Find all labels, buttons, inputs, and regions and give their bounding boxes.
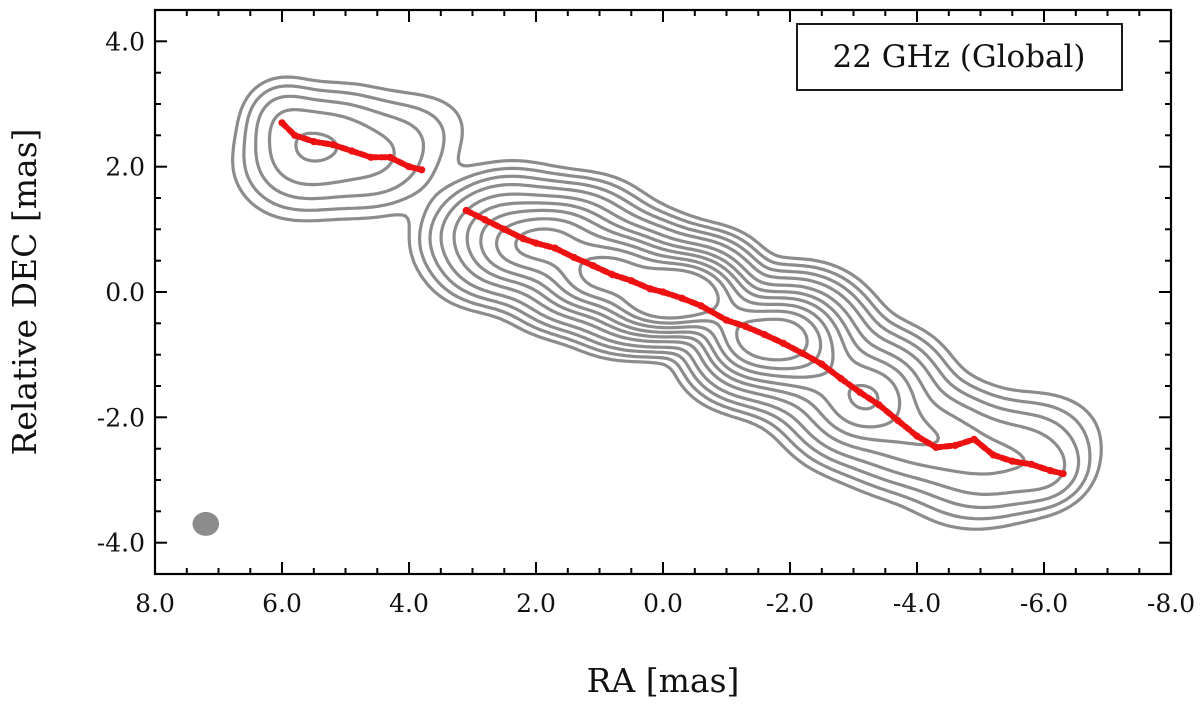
contour-level-3 — [254, 94, 1081, 510]
legend-box: 22 GHz (Global) — [796, 23, 1123, 91]
contour-level-5 — [294, 131, 1026, 476]
contour-level-4 — [267, 108, 1067, 496]
contour-level-1 — [231, 75, 1103, 531]
contour-level-8 — [495, 217, 880, 411]
x-tick-label: -4.0 — [893, 589, 941, 618]
x-tick-label: -8.0 — [1147, 589, 1195, 618]
y-tick-label: 2.0 — [105, 153, 145, 182]
x-tick-label: 4.0 — [389, 589, 429, 618]
y-axis-title: Relative DEC [mas] — [5, 128, 44, 455]
ridge-line — [279, 119, 1067, 477]
x-tick-label: -2.0 — [766, 589, 814, 618]
y-tick-label: -2.0 — [97, 403, 145, 432]
ridge-line-layer — [278, 119, 1067, 478]
ticks-layer — [154, 9, 1172, 575]
beam-layer — [192, 511, 220, 536]
legend-text: 22 GHz (Global) — [832, 39, 1085, 75]
tick-labels-layer: 8.0 6.0 4.0 2.0 0.0 -2.0 -4.0 -6.0 -8.0 4.0 2.0 0.0… — [97, 27, 1195, 618]
y-tick-label: -4.0 — [97, 529, 145, 558]
x-tick-label: -6.0 — [1020, 589, 1068, 618]
contour-level-7 — [479, 208, 902, 429]
contours-layer — [231, 75, 1103, 531]
x-tick-label: 2.0 — [516, 589, 556, 618]
x-tick-label: 6.0 — [262, 589, 302, 618]
contour-level-2 — [242, 84, 1092, 521]
x-tick-label: 8.0 — [135, 589, 175, 618]
x-axis-title: RA [mas] — [587, 661, 740, 700]
beam-ellipse — [192, 511, 220, 536]
contour-level-6 — [465, 201, 940, 447]
x-tick-label: 0.0 — [643, 589, 683, 618]
y-tick-label: 0.0 — [105, 278, 145, 307]
y-tick-label: 4.0 — [105, 27, 145, 56]
contour-level-9 — [514, 227, 823, 371]
